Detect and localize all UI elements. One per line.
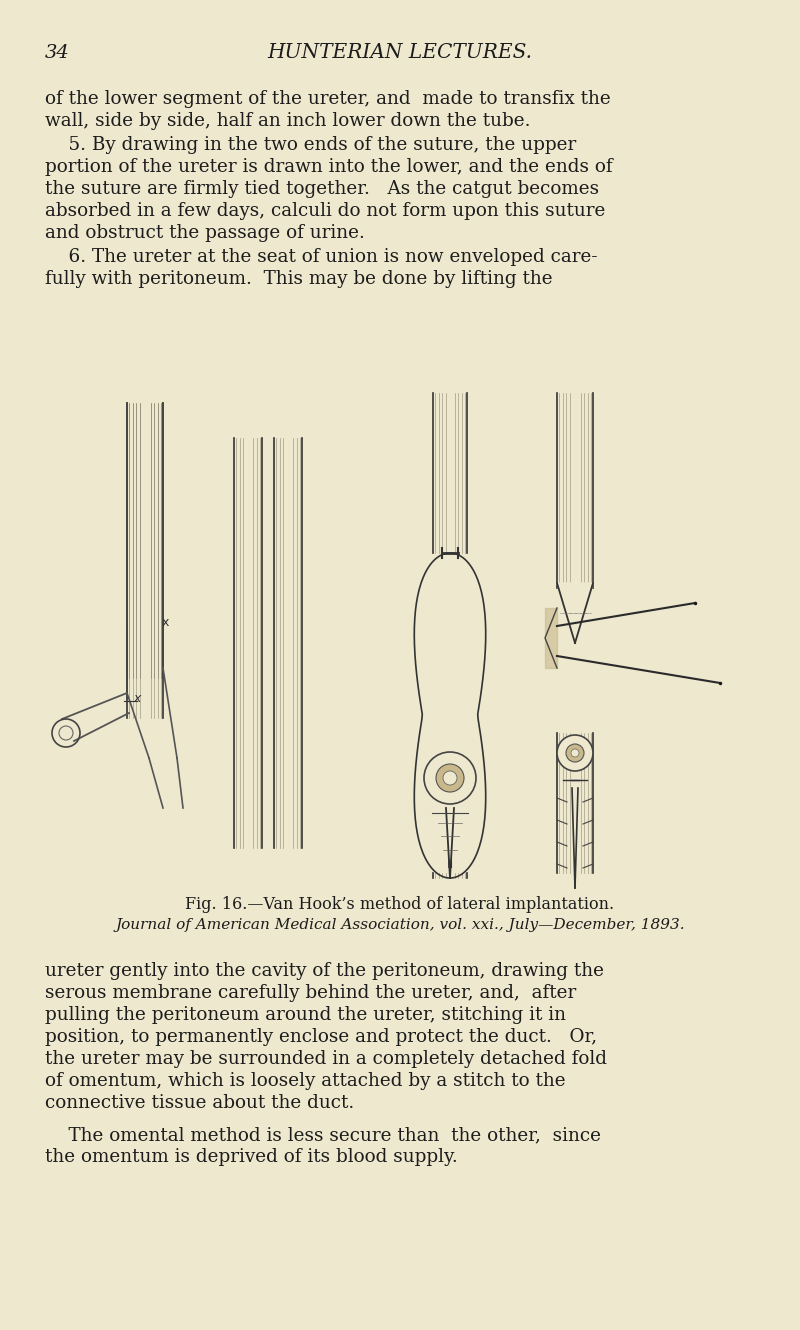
Polygon shape	[557, 583, 593, 642]
Circle shape	[571, 749, 579, 757]
Text: connective tissue about the duct.: connective tissue about the duct.	[45, 1095, 354, 1112]
Text: fully with peritoneum.  This may be done by lifting the: fully with peritoneum. This may be done …	[45, 270, 553, 289]
FancyBboxPatch shape	[274, 438, 302, 849]
Text: absorbed in a few days, calculi do not form upon this suture: absorbed in a few days, calculi do not f…	[45, 202, 606, 219]
Text: the omentum is deprived of its blood supply.: the omentum is deprived of its blood sup…	[45, 1148, 458, 1166]
FancyBboxPatch shape	[127, 403, 163, 718]
Polygon shape	[414, 553, 486, 878]
Text: and obstruct the passage of urine.: and obstruct the passage of urine.	[45, 223, 365, 242]
Text: HUNTERIAN LECTURES.: HUNTERIAN LECTURES.	[267, 43, 533, 63]
Text: II: II	[446, 858, 454, 871]
Text: 34: 34	[45, 44, 70, 63]
Circle shape	[436, 763, 464, 791]
Text: the ureter may be surrounded in a completely detached fold: the ureter may be surrounded in a comple…	[45, 1049, 607, 1068]
Polygon shape	[62, 693, 129, 741]
FancyBboxPatch shape	[433, 392, 467, 553]
Text: position, to permanently enclose and protect the duct.   Or,: position, to permanently enclose and pro…	[45, 1028, 597, 1045]
Text: Journal of American Medical Association, vol. xxi., July—December, 1893.: Journal of American Medical Association,…	[115, 918, 685, 932]
Text: of the lower segment of the ureter, and  made to transfix the: of the lower segment of the ureter, and …	[45, 90, 610, 108]
Text: x: x	[162, 617, 169, 629]
Circle shape	[566, 743, 584, 762]
Text: wall, side by side, half an inch lower down the tube.: wall, side by side, half an inch lower d…	[45, 112, 530, 130]
Circle shape	[443, 771, 457, 785]
Text: Fig. 16.—Van Hook’s method of lateral implantation.: Fig. 16.—Van Hook’s method of lateral im…	[186, 896, 614, 912]
FancyBboxPatch shape	[557, 392, 593, 588]
Text: ureter gently into the cavity of the peritoneum, drawing the: ureter gently into the cavity of the per…	[45, 962, 604, 980]
FancyBboxPatch shape	[557, 733, 593, 872]
Circle shape	[424, 751, 476, 805]
Text: portion of the ureter is drawn into the lower, and the ends of: portion of the ureter is drawn into the …	[45, 158, 613, 176]
Text: serous membrane carefully behind the ureter, and,  after: serous membrane carefully behind the ure…	[45, 984, 576, 1001]
Text: The omental method is less secure than  the other,  since: The omental method is less secure than t…	[45, 1127, 601, 1144]
Text: the suture are firmly tied together.   As the catgut becomes: the suture are firmly tied together. As …	[45, 180, 599, 198]
Text: 6. The ureter at the seat of union is now enveloped care-: 6. The ureter at the seat of union is no…	[45, 247, 598, 266]
Text: x: x	[134, 692, 141, 705]
Text: pulling the peritoneum around the ureter, stitching it in: pulling the peritoneum around the ureter…	[45, 1005, 566, 1024]
FancyBboxPatch shape	[433, 872, 467, 878]
Circle shape	[557, 735, 593, 771]
Text: of omentum, which is loosely attached by a stitch to the: of omentum, which is loosely attached by…	[45, 1072, 566, 1091]
FancyBboxPatch shape	[234, 438, 262, 849]
Bar	[128, 403, 162, 678]
Text: 5. By drawing in the two ends of the suture, the upper: 5. By drawing in the two ends of the sut…	[45, 136, 576, 154]
